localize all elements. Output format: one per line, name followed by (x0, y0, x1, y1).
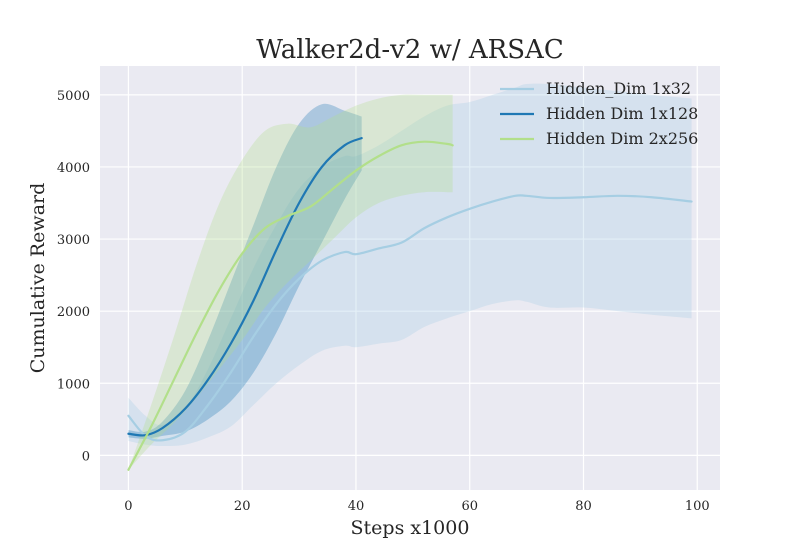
confidence-band-2 (128, 103, 362, 439)
legend-item: Hidden_Dim 1x32 (500, 79, 691, 98)
x-axis-label: Steps x1000 (351, 517, 470, 539)
x-tick-label: 100 (685, 499, 710, 514)
confidence-band-1 (128, 83, 692, 447)
x-tick-label: 20 (234, 499, 251, 514)
y-tick-label: 3000 (57, 233, 90, 248)
legend-label: Hidden Dim 2x256 (546, 129, 698, 148)
plot-area (100, 66, 720, 490)
y-tick-label: 1000 (57, 377, 90, 392)
x-tick-labels: 0 20 40 60 80 100 (124, 499, 709, 514)
y-axis-label: Cumulative Reward (27, 183, 49, 374)
y-tick-labels: 0 1000 2000 3000 4000 5000 (57, 89, 90, 465)
grid (100, 66, 720, 490)
x-tick-label: 80 (575, 499, 592, 514)
chart-title: Walker2d-v2 w/ ARSAC (256, 35, 563, 65)
x-tick-label: 40 (348, 499, 365, 514)
series-lines (127, 137, 693, 471)
y-tick-label: 2000 (57, 305, 90, 320)
y-tick-label: 5000 (57, 89, 90, 104)
y-tick-label: 0 (82, 449, 90, 464)
legend-label: Hidden Dim 1x128 (546, 104, 698, 123)
y-tick-label: 4000 (57, 161, 90, 176)
legend-label: Hidden_Dim 1x32 (546, 79, 691, 98)
legend-item: Hidden Dim 2x256 (500, 129, 698, 148)
legend-item: Hidden Dim 1x128 (500, 104, 698, 123)
x-tick-label: 0 (124, 499, 132, 514)
series-line-1 (127, 194, 693, 442)
series-line-2 (127, 137, 363, 437)
series-line-3 (127, 140, 454, 471)
x-tick-label: 60 (461, 499, 478, 514)
legend: Hidden_Dim 1x32 Hidden Dim 1x128 Hidden Di… (500, 79, 698, 148)
